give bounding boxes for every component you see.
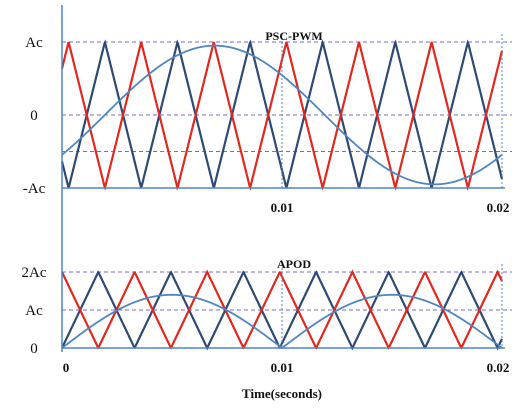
psc-pwm-y-tick-labels: Ac 0 -Ac (23, 35, 46, 197)
x-tick-label-0: 0 (63, 360, 70, 375)
apod-title: APOD (277, 257, 311, 271)
carrier-series-0 (61, 270, 503, 351)
x-axis-label: Time(seconds) (242, 386, 322, 401)
x-tick-label-0: 0.01 (271, 200, 294, 215)
y-tick-label-1: 0 (30, 108, 38, 124)
psc-pwm-title: PSC-PWM (265, 29, 322, 43)
x-tick-label-1: 0.01 (271, 360, 294, 375)
psc-pwm-x-tick-labels: 0.01 0.02 (271, 200, 510, 215)
x-tick-label-1: 0.02 (487, 200, 510, 215)
apod-x-guides (281, 264, 503, 348)
x-tick-label-2: 0.02 (487, 360, 510, 375)
apod-x-tick-labels: 0 0.01 0.02 (63, 360, 510, 375)
apod-guide-lines (62, 271, 512, 311)
apod-panel: 2Ac Ac 0 0 0.01 0.02 APOD Time(seconds) (22, 195, 512, 401)
y-tick-label-0: Ac (25, 35, 43, 51)
psc-pwm-panel: Ac 0 -Ac 0.01 0.02 PSC-PWM (23, 5, 512, 215)
y-tick-label-1: Ac (25, 303, 43, 319)
y-tick-label-2: -Ac (23, 181, 46, 197)
y-tick-label-0: 2Ac (22, 265, 47, 281)
psc-pwm-x-guides (281, 34, 503, 188)
y-tick-label-2: 0 (30, 341, 38, 357)
apod-y-tick-labels: 2Ac Ac 0 (22, 265, 47, 357)
